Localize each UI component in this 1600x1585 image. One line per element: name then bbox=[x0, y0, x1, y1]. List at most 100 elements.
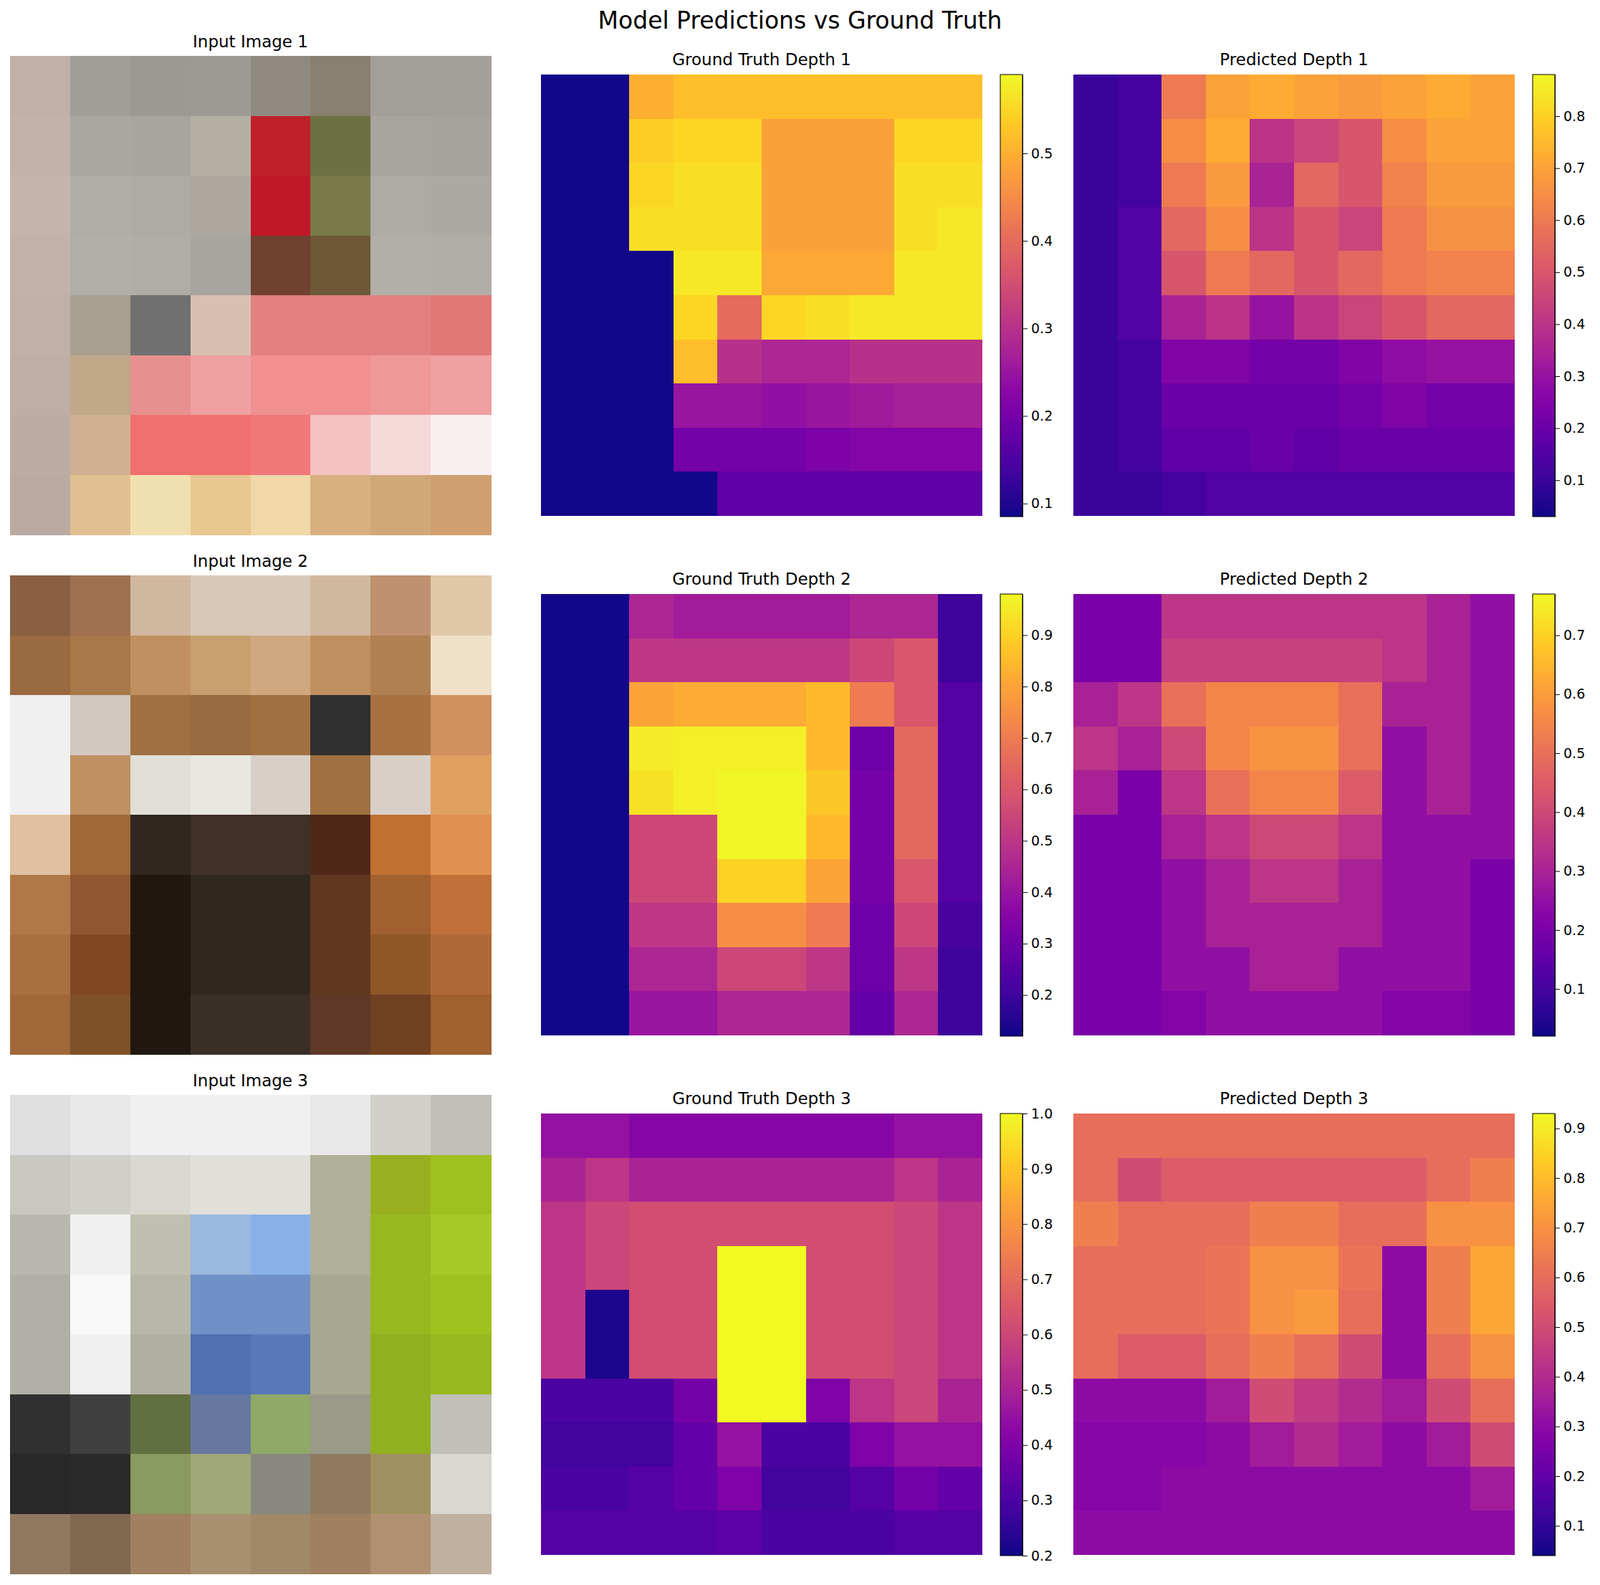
heatmap-cell bbox=[894, 593, 939, 639]
heatmap-cell bbox=[1117, 902, 1163, 948]
image-pixel bbox=[10, 695, 71, 756]
heatmap-cell bbox=[629, 339, 674, 385]
heatmap-cell bbox=[585, 383, 630, 428]
heatmap-cell bbox=[717, 902, 762, 948]
heatmap-cell bbox=[894, 990, 939, 1036]
heatmap-cell bbox=[717, 295, 762, 340]
image-pixel bbox=[70, 175, 131, 236]
heatmap-cell bbox=[937, 814, 983, 860]
image-pixel bbox=[430, 1155, 491, 1216]
heatmap-cell bbox=[1161, 339, 1206, 385]
image-pixel bbox=[250, 355, 311, 416]
heatmap-cell bbox=[894, 726, 939, 771]
colorbar-tick-label: 0.3 bbox=[1563, 862, 1585, 879]
colorbar-tick-label: 0.3 bbox=[1031, 935, 1053, 951]
heatmap-cell bbox=[540, 814, 586, 860]
heatmap-cell bbox=[540, 902, 586, 948]
image-pixel bbox=[430, 355, 491, 416]
colorbar-tick-mark bbox=[1554, 1376, 1560, 1378]
heatmap-cell bbox=[1382, 1510, 1427, 1555]
heatmap-cell bbox=[1161, 118, 1206, 164]
heatmap-cell bbox=[629, 1334, 674, 1379]
heatmap-cell bbox=[1249, 1510, 1295, 1555]
colorbar-tick-label: 0.8 bbox=[1563, 108, 1585, 124]
heatmap-cell bbox=[1117, 1157, 1163, 1203]
image-pixel bbox=[190, 1514, 251, 1575]
colorbar-tick: 0.5 bbox=[1554, 263, 1585, 280]
colorbar-tick-label: 0.1 bbox=[1563, 980, 1585, 997]
heatmap-cell bbox=[1205, 770, 1251, 815]
heatmap-cell bbox=[1161, 947, 1206, 992]
image-pixel bbox=[250, 414, 311, 476]
heatmap-cell bbox=[585, 902, 630, 948]
colorbar-tick-label: 0.8 bbox=[1031, 678, 1053, 695]
image-pixel bbox=[310, 1274, 371, 1335]
heatmap-cell bbox=[673, 1201, 718, 1247]
image-pixel bbox=[130, 575, 191, 636]
heatmap-cell bbox=[761, 682, 807, 727]
heatmap-cell bbox=[761, 383, 807, 428]
image-pixel bbox=[430, 1453, 491, 1515]
colorbar-tick-label: 0.1 bbox=[1563, 472, 1585, 488]
heatmap-cell bbox=[1382, 902, 1427, 948]
colorbar-tick-mark bbox=[1554, 811, 1560, 813]
heatmap-cell bbox=[1426, 1157, 1472, 1203]
heatmap-cell bbox=[717, 162, 762, 208]
image-pixel bbox=[250, 1155, 311, 1216]
image-pixel bbox=[130, 235, 191, 296]
heatmap-cell bbox=[1205, 118, 1251, 164]
heatmap-cell bbox=[1294, 1422, 1339, 1467]
heatmap-cell bbox=[849, 859, 895, 904]
depth-panel: Predicted Depth 30.10.20.30.40.50.60.70.… bbox=[1073, 1089, 1585, 1557]
heatmap-cell bbox=[1073, 726, 1118, 771]
heatmap-cell bbox=[1161, 726, 1206, 771]
image-pixel bbox=[10, 1274, 71, 1335]
heatmap-cell bbox=[806, 770, 851, 815]
heatmap-cell bbox=[1338, 947, 1383, 992]
heatmap-cell bbox=[1294, 1157, 1339, 1203]
colorbar-tick-label: 0.8 bbox=[1031, 1215, 1053, 1232]
heatmap-cell bbox=[1294, 250, 1339, 296]
colorbar-tick-label: 0.2 bbox=[1563, 922, 1585, 938]
heatmap-cell bbox=[585, 593, 630, 639]
image-pixel bbox=[70, 475, 131, 536]
heatmap-cell bbox=[1294, 1378, 1339, 1424]
heatmap-cell bbox=[717, 990, 762, 1036]
colorbar-tick-label: 0.6 bbox=[1563, 685, 1585, 702]
heatmap-cell bbox=[1382, 1289, 1427, 1335]
heatmap-cell bbox=[1426, 383, 1472, 428]
image-pixel bbox=[10, 1214, 71, 1275]
heatmap-cell bbox=[894, 1289, 939, 1335]
heatmap-cell bbox=[1382, 638, 1427, 683]
image-pixel bbox=[10, 994, 71, 1055]
image-pixel bbox=[250, 295, 311, 356]
heatmap-cell bbox=[761, 74, 807, 119]
colorbar-tick: 0.8 bbox=[1022, 678, 1053, 695]
colorbar-tick-label: 0.6 bbox=[1031, 1326, 1053, 1343]
heatmap-cell bbox=[1073, 1113, 1118, 1158]
heatmap-cell bbox=[1426, 1378, 1472, 1424]
image-pixel bbox=[370, 235, 431, 296]
colorbar-tick-label: 0.5 bbox=[1563, 745, 1585, 761]
colorbar-tick-mark bbox=[1554, 168, 1560, 170]
heatmap-cell bbox=[937, 471, 983, 516]
heatmap-cell bbox=[585, 74, 630, 119]
heatmap-cell bbox=[1117, 1334, 1163, 1379]
heatmap-cell bbox=[585, 1201, 630, 1247]
heatmap-cell bbox=[806, 814, 851, 860]
heatmap-cell bbox=[1470, 1378, 1515, 1424]
colorbar-tick: 0.8 bbox=[1554, 108, 1585, 124]
heatmap-cell bbox=[1294, 593, 1339, 639]
heatmap-cell bbox=[1338, 1510, 1383, 1555]
colorbar-tick-label: 0.7 bbox=[1563, 1219, 1585, 1236]
heatmap-cell bbox=[761, 1157, 807, 1203]
heatmap-cell bbox=[761, 638, 807, 683]
heatmap-cell bbox=[629, 427, 674, 473]
colorbar-tick-label: 0.5 bbox=[1031, 832, 1053, 849]
heatmap-cell bbox=[1338, 1246, 1383, 1291]
heatmap-cell bbox=[1117, 1289, 1163, 1335]
image-pixel bbox=[10, 175, 71, 236]
colorbar-tick: 0.7 bbox=[1554, 159, 1585, 176]
image-pixel bbox=[10, 1334, 71, 1395]
heatmap-cell bbox=[673, 383, 718, 428]
